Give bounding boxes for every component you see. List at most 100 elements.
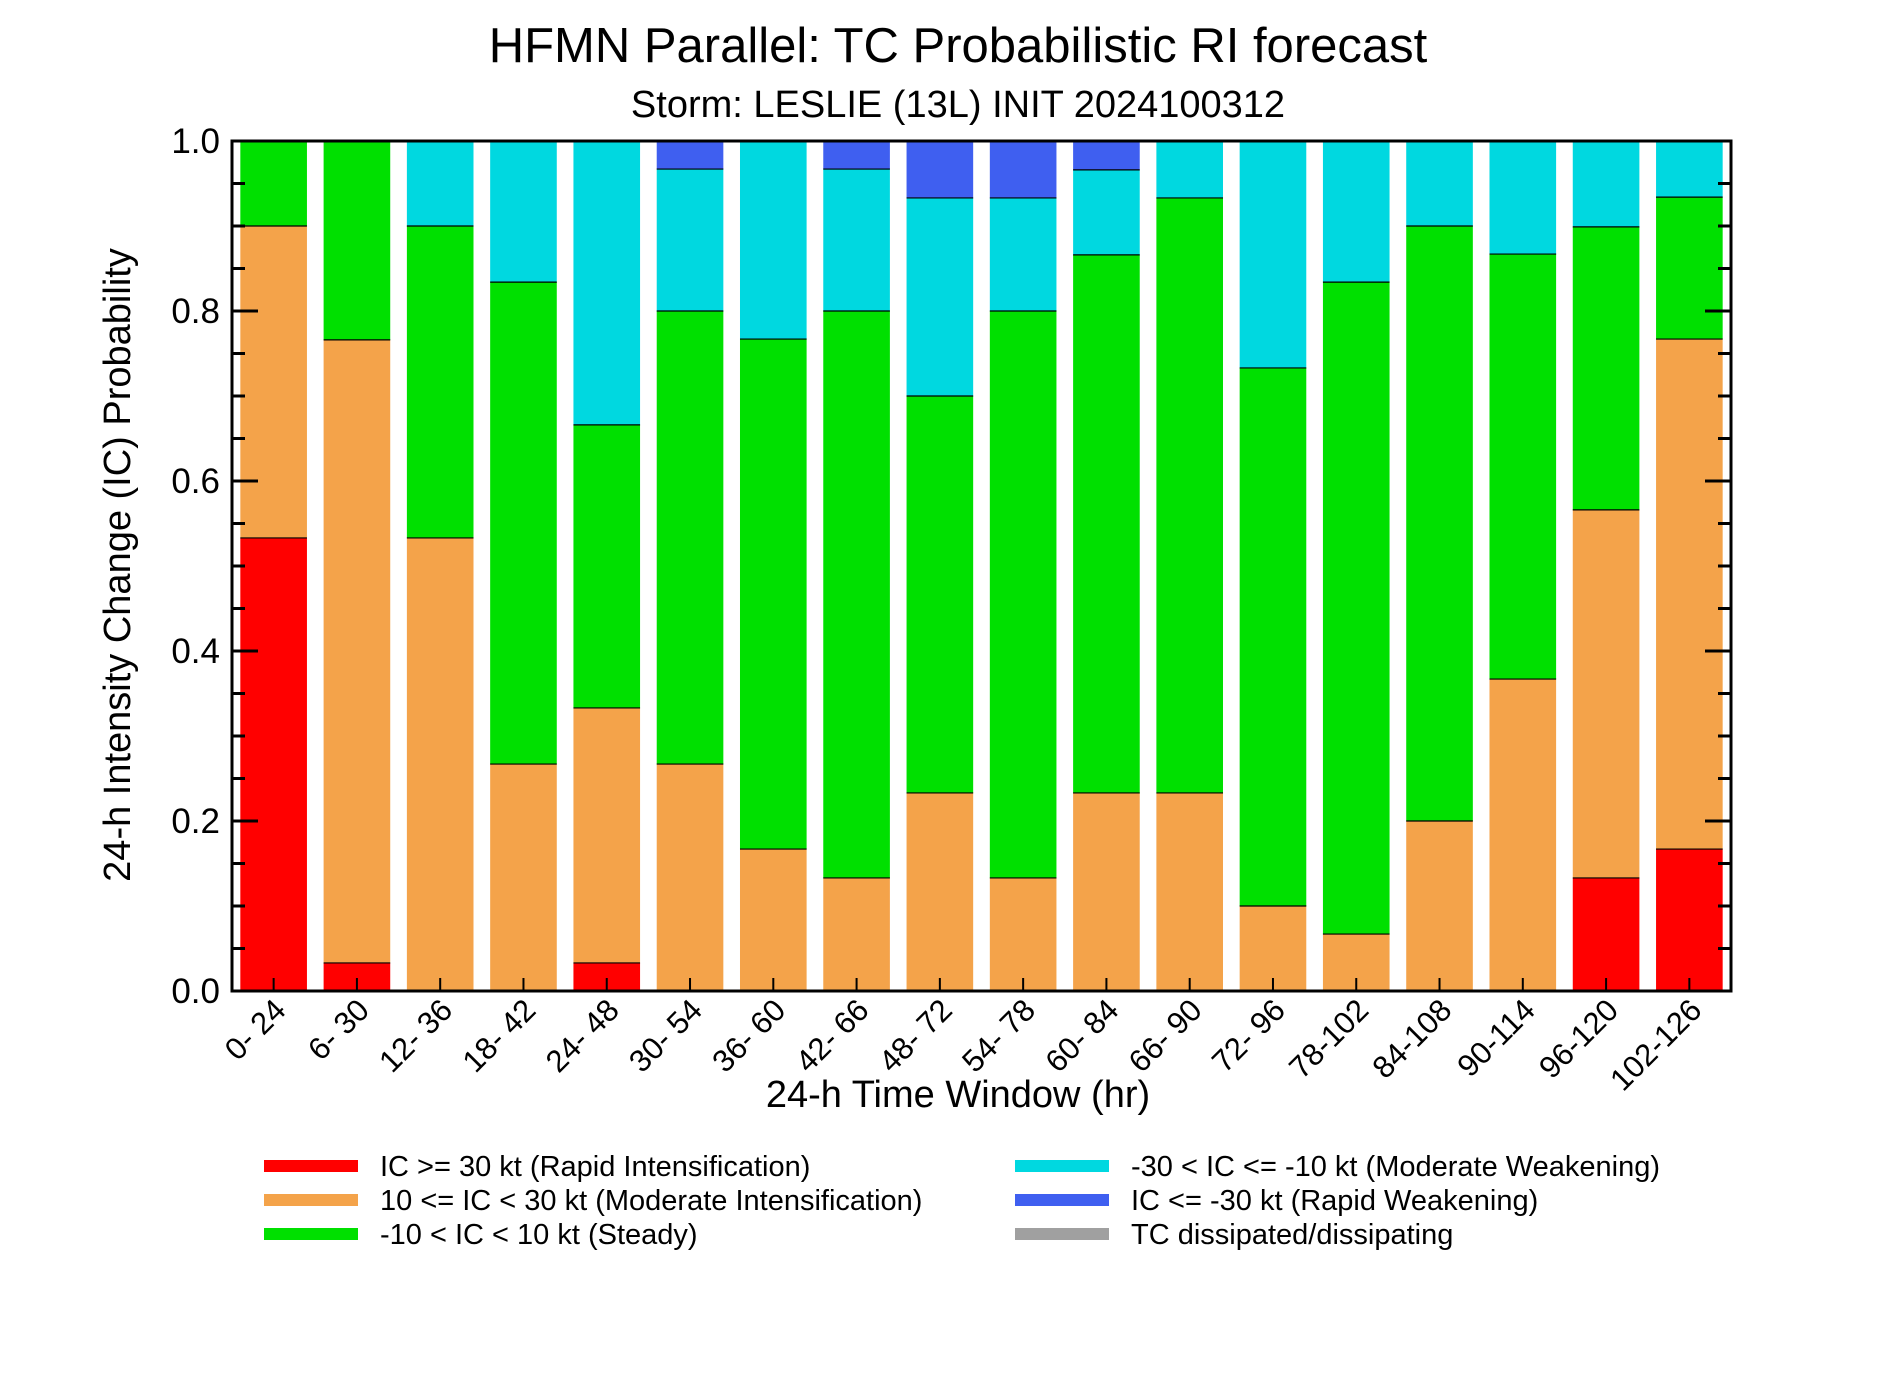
bar-segment-10-series-2 bbox=[1073, 254, 1140, 793]
bar-segment-5-series-2 bbox=[656, 311, 724, 765]
bar-segment-5-series-4 bbox=[656, 141, 724, 170]
bar-segment-4-series-3 bbox=[573, 141, 641, 425]
bar-segment-14-series-2 bbox=[1406, 226, 1473, 821]
bar-segment-14-series-3 bbox=[1406, 141, 1473, 226]
bar-segment-12-series-2 bbox=[1239, 367, 1307, 906]
chart-title: HFMN Parallel: TC Probabilistic RI forec… bbox=[489, 19, 1428, 73]
y-axis-label: 24-h Intensity Change (IC) Probability bbox=[97, 248, 139, 882]
y-tick-label-5: 1.0 bbox=[171, 122, 220, 161]
y-tick-label-0: 0.0 bbox=[171, 972, 220, 1011]
bar-segment-12-series-1 bbox=[1239, 906, 1307, 991]
bar-segment-15-series-3 bbox=[1489, 141, 1557, 255]
bar-segment-16-series-1 bbox=[1572, 509, 1640, 878]
bar-segment-7-series-4 bbox=[823, 141, 890, 170]
bar-segment-0-series-0 bbox=[240, 537, 307, 991]
bar-segment-16-series-0 bbox=[1572, 877, 1640, 991]
x-tick-label-0: 0- 24 bbox=[218, 992, 293, 1067]
bar-segment-11-series-3 bbox=[1156, 141, 1223, 198]
bar-segment-3-series-2 bbox=[490, 282, 557, 765]
y-tick-label-2: 0.4 bbox=[171, 632, 220, 671]
bar-segment-1-series-1 bbox=[323, 339, 391, 963]
legend-swatch-3 bbox=[1015, 1160, 1109, 1172]
bar-segment-8-series-1 bbox=[906, 792, 974, 991]
bar-segment-9-series-1 bbox=[989, 877, 1057, 991]
legend-swatch-2 bbox=[264, 1228, 358, 1240]
bar-segment-9-series-2 bbox=[989, 311, 1057, 878]
bar-segment-3-series-1 bbox=[490, 764, 557, 991]
legend-swatch-5 bbox=[1015, 1228, 1109, 1240]
bar-segment-8-series-4 bbox=[906, 141, 974, 198]
x-tick-label-9: 54- 78 bbox=[955, 992, 1042, 1079]
bar-segment-1-series-2 bbox=[323, 141, 391, 340]
bar-segment-14-series-1 bbox=[1406, 821, 1473, 991]
bar-segment-5-series-3 bbox=[656, 169, 724, 311]
bar-segment-15-series-2 bbox=[1489, 254, 1557, 680]
axes-layer bbox=[230, 139, 1733, 993]
bar-segment-10-series-3 bbox=[1073, 169, 1140, 255]
bar-segment-11-series-1 bbox=[1156, 792, 1223, 991]
bar-segment-13-series-2 bbox=[1322, 282, 1390, 935]
x-tick-label-3: 18- 42 bbox=[456, 992, 543, 1079]
bar-segment-17-series-2 bbox=[1656, 197, 1723, 340]
legend-label-5: TC dissipated/dissipating bbox=[1131, 1219, 1453, 1251]
bar-segment-6-series-1 bbox=[739, 849, 807, 991]
bar-segment-10-series-1 bbox=[1073, 792, 1140, 991]
bar-segment-16-series-3 bbox=[1572, 141, 1640, 227]
x-tick-label-12: 72- 96 bbox=[1205, 992, 1292, 1079]
legend-label-4: IC <= -30 kt (Rapid Weakening) bbox=[1131, 1185, 1538, 1217]
bar-segment-7-series-1 bbox=[823, 877, 890, 991]
bar-segment-4-series-1 bbox=[573, 707, 641, 963]
bar-segment-4-series-2 bbox=[573, 424, 641, 708]
legend-label-3: -30 < IC <= -10 kt (Moderate Weakening) bbox=[1131, 1151, 1660, 1183]
x-tick-label-8: 48- 72 bbox=[872, 992, 959, 1079]
x-tick-label-13: 78-102 bbox=[1282, 992, 1375, 1085]
bar-segment-2-series-2 bbox=[406, 226, 474, 538]
legend-swatch-0 bbox=[264, 1160, 358, 1172]
legend-label-0: IC >= 30 kt (Rapid Intensification) bbox=[380, 1151, 810, 1183]
bar-segment-6-series-3 bbox=[739, 141, 807, 340]
bar-segment-8-series-3 bbox=[906, 197, 974, 396]
bar-segment-0-series-2 bbox=[240, 141, 307, 226]
bar-segment-7-series-2 bbox=[823, 311, 890, 878]
x-tick-label-11: 66- 90 bbox=[1122, 992, 1209, 1079]
y-tick-label-3: 0.6 bbox=[171, 462, 220, 501]
bar-segment-5-series-1 bbox=[656, 764, 724, 991]
bar-segment-9-series-4 bbox=[989, 141, 1057, 198]
x-tick-label-7: 42- 66 bbox=[789, 992, 876, 1079]
x-tick-label-15: 90-114 bbox=[1450, 992, 1541, 1083]
x-tick-label-14: 84-108 bbox=[1365, 992, 1458, 1085]
x-tick-label-17: 102-126 bbox=[1603, 992, 1708, 1097]
bar-segment-15-series-1 bbox=[1489, 679, 1557, 991]
bar-segment-0-series-1 bbox=[240, 226, 307, 538]
legend-label-2: -10 < IC < 10 kt (Steady) bbox=[380, 1219, 698, 1251]
bar-segment-17-series-0 bbox=[1656, 849, 1723, 991]
x-tick-label-4: 24- 48 bbox=[539, 992, 626, 1079]
chart-subtitle: Storm: LESLIE (13L) INIT 2024100312 bbox=[631, 84, 1285, 126]
bar-segment-2-series-3 bbox=[406, 141, 474, 226]
bar-segment-2-series-1 bbox=[406, 537, 474, 991]
y-tick-labels: 0.0 0.2 0.4 0.6 0.8 1.0 bbox=[171, 122, 220, 1011]
bar-segment-12-series-3 bbox=[1239, 141, 1307, 368]
bar-segment-13-series-3 bbox=[1322, 140, 1390, 283]
bar-segment-17-series-3 bbox=[1656, 140, 1723, 198]
legend: IC >= 30 kt (Rapid Intensification)10 <=… bbox=[264, 1151, 1660, 1251]
bar-segment-7-series-3 bbox=[823, 169, 890, 311]
bar-segment-8-series-2 bbox=[906, 396, 974, 793]
bar-segment-10-series-4 bbox=[1073, 141, 1140, 170]
bar-segment-16-series-2 bbox=[1572, 226, 1640, 510]
y-tick-label-4: 0.8 bbox=[171, 292, 220, 331]
bar-segment-3-series-3 bbox=[490, 140, 557, 283]
bar-layer bbox=[240, 140, 1723, 991]
bar-segment-9-series-3 bbox=[989, 197, 1057, 311]
y-tick-label-1: 0.2 bbox=[171, 802, 220, 841]
x-axis-label: 24-h Time Window (hr) bbox=[766, 1074, 1150, 1116]
x-tick-label-10: 60- 84 bbox=[1038, 992, 1125, 1079]
x-tick-label-5: 30- 54 bbox=[622, 992, 709, 1079]
bar-segment-11-series-2 bbox=[1156, 197, 1223, 793]
bar-segment-6-series-2 bbox=[739, 339, 807, 850]
x-tick-label-6: 36- 60 bbox=[705, 992, 792, 1079]
legend-label-1: 10 <= IC < 30 kt (Moderate Intensificati… bbox=[380, 1185, 922, 1217]
x-tick-label-1: 6- 30 bbox=[301, 992, 376, 1067]
bar-segment-17-series-1 bbox=[1656, 339, 1723, 850]
